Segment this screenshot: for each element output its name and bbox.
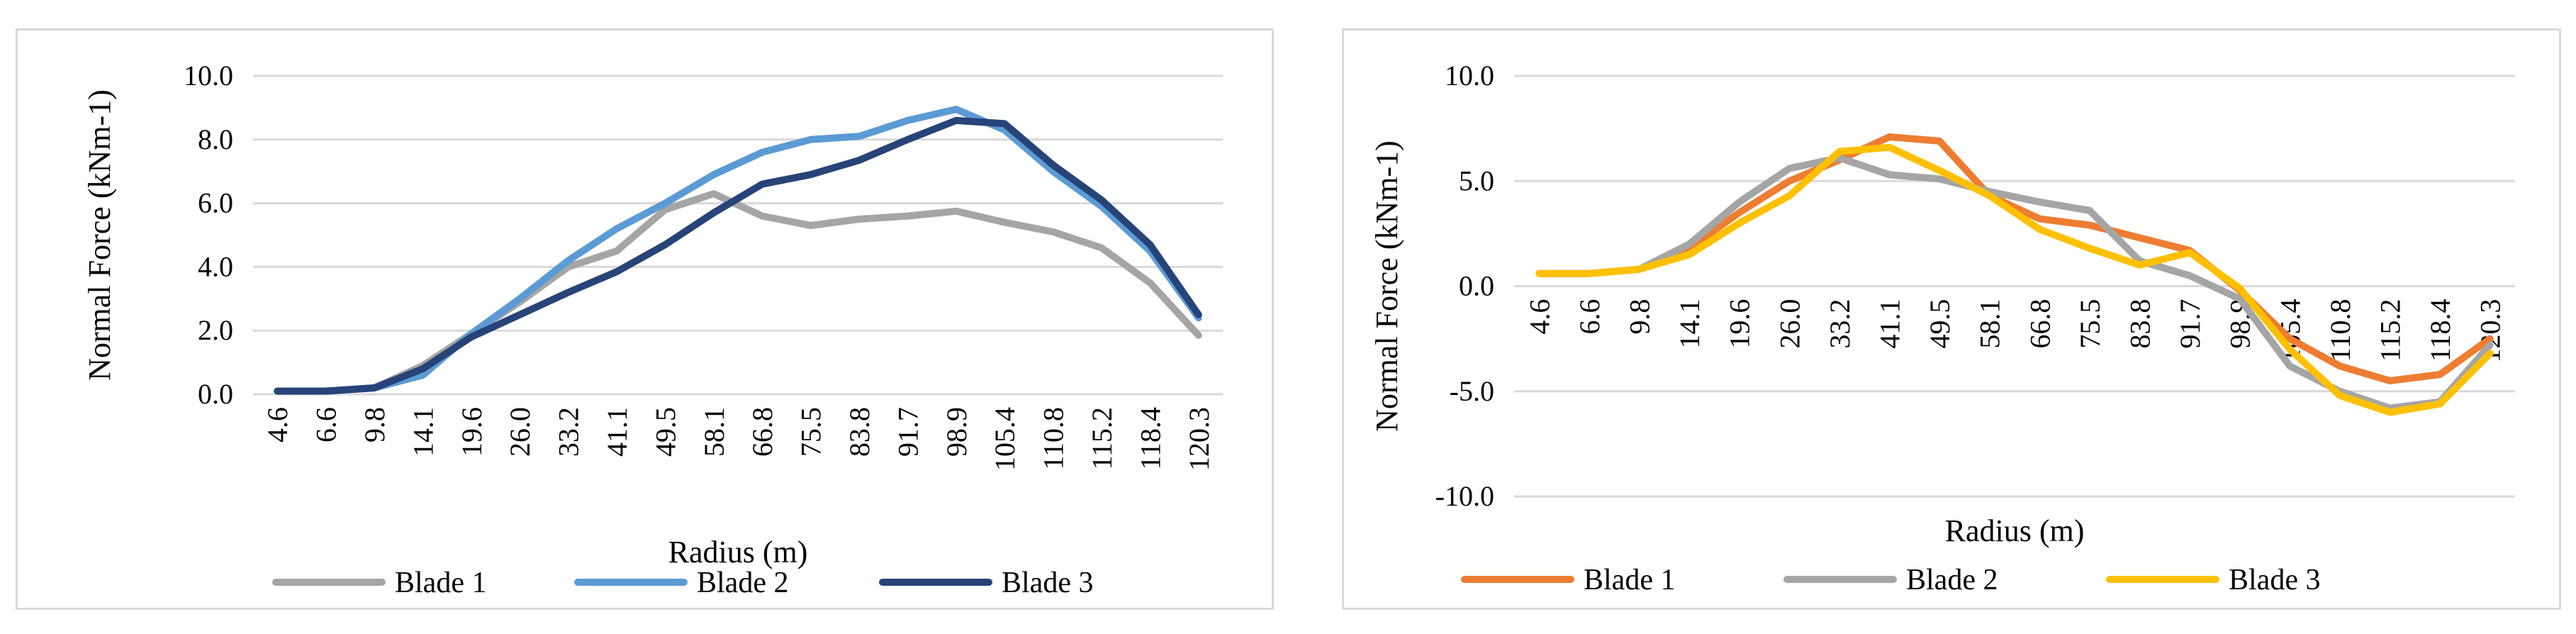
series-lines — [274, 106, 1202, 395]
x-tick-label: 14.1 — [407, 407, 439, 457]
series-lines — [1535, 133, 2494, 416]
y-tick-labels: -10.0 -5.0 0.0 5.0 10.0 — [1435, 60, 1494, 512]
series-line-1 — [1535, 133, 2494, 384]
x-tick-label: 6.6 — [310, 407, 342, 443]
legend-label: Blade 1 — [395, 567, 486, 599]
legend: Blade 1 Blade 2 Blade 3 — [1461, 564, 2320, 596]
x-tick-label: 49.5 — [649, 407, 681, 457]
x-tick-label: 33.2 — [553, 407, 585, 457]
x-tick-label: 9.8 — [359, 407, 391, 443]
y-tick-label: 0.0 — [198, 378, 233, 410]
x-tick-label: 110.8 — [1038, 407, 1070, 470]
x-tick-label: 33.2 — [1824, 299, 1856, 349]
legend-label: Blade 1 — [1584, 564, 1675, 596]
x-tick-label: 26.0 — [1774, 299, 1805, 349]
y-tick-label: 5.0 — [1459, 165, 1494, 196]
x-tick-label: 58.1 — [698, 407, 730, 457]
series-line-3 — [274, 116, 1202, 395]
x-tick-label: 66.8 — [746, 407, 778, 457]
x-tick-label: 83.8 — [844, 407, 875, 457]
y-tick-labels: 0.0 2.0 4.0 6.0 8.0 10.0 — [184, 60, 233, 410]
x-tick-label: 98.9 — [941, 407, 973, 457]
x-tick-label: 41.1 — [1874, 299, 1906, 349]
x-tick-label: 75.5 — [2074, 299, 2106, 349]
y-axis-title: Normal Force (kNm-1) — [82, 89, 117, 381]
x-tick-label: 9.8 — [1624, 299, 1656, 335]
x-tick-label: 4.6 — [1523, 299, 1555, 335]
chart-right-svg: -10.0 -5.0 0.0 5.0 10.0 4.6 6.6 9.8 14.1 19.6 26.… — [1370, 60, 2515, 596]
series-line-3 — [1535, 143, 2494, 416]
x-tick-label: 91.7 — [2174, 299, 2206, 349]
x-tick-labels: 4.6 6.6 9.8 14.1 19.6 26.0 33.2 41.1 49.5 58.1 66.… — [1523, 299, 2506, 362]
y-tick-label: -10.0 — [1435, 480, 1494, 512]
x-axis-title: Radius (m) — [668, 535, 808, 569]
x-tick-label: 19.6 — [1724, 299, 1756, 349]
x-tick-label: 110.8 — [2324, 299, 2356, 362]
y-tick-label: 6.0 — [198, 187, 233, 219]
y-axis-title: Normal Force (kNm-1) — [1370, 140, 1404, 432]
chart-panel-left: 0.0 2.0 4.0 6.0 8.0 10.0 4.6 6.6 9.8 14.1 19.6 26.… — [16, 28, 1274, 610]
gridlines — [253, 74, 1223, 396]
x-tick-label: 105.4 — [989, 407, 1021, 471]
legend-label: Blade 2 — [697, 567, 788, 599]
x-tick-label: 66.8 — [2024, 299, 2056, 349]
x-tick-label: 75.5 — [795, 407, 827, 457]
x-tick-label: 118.4 — [2424, 299, 2456, 362]
x-tick-label: 14.1 — [1674, 299, 1706, 348]
y-tick-label: 8.0 — [198, 123, 233, 155]
legend-label: Blade 2 — [1906, 564, 1998, 596]
x-tick-label: 115.2 — [2375, 299, 2407, 362]
legend-label: Blade 3 — [1002, 567, 1093, 599]
x-tick-labels: 4.6 6.6 9.8 14.1 19.6 26.0 33.2 41.1 49.5 58.1 66.… — [262, 407, 1215, 471]
chart-left-svg: 0.0 2.0 4.0 6.0 8.0 10.0 4.6 6.6 9.8 14.1 19.6 26.… — [82, 60, 1223, 599]
x-tick-label: 91.7 — [892, 407, 924, 457]
y-tick-label: 4.0 — [198, 250, 233, 282]
y-tick-label: 10.0 — [1445, 60, 1494, 91]
x-tick-label: 41.1 — [601, 407, 633, 457]
x-tick-label: 19.6 — [456, 407, 488, 457]
x-tick-label: 4.6 — [262, 407, 293, 443]
x-tick-label: 120.3 — [1183, 407, 1215, 471]
x-tick-label: 58.1 — [1974, 299, 2006, 349]
x-tick-label: 83.8 — [2124, 299, 2156, 349]
x-tick-label: 118.4 — [1134, 407, 1166, 470]
x-tick-label: 115.2 — [1086, 407, 1118, 470]
y-tick-label: -5.0 — [1450, 375, 1494, 407]
legend: Blade 1 Blade 2 Blade 3 — [272, 567, 1093, 599]
series-line-2 — [274, 106, 1202, 395]
x-tick-label: 6.6 — [1574, 299, 1606, 335]
x-tick-label: 26.0 — [504, 407, 536, 457]
x-tick-label: 49.5 — [1924, 299, 1956, 349]
chart-panel-right: -10.0 -5.0 0.0 5.0 10.0 4.6 6.6 9.8 14.1 19.6 26.… — [1342, 28, 2561, 610]
gridlines — [1514, 74, 2515, 498]
series-line-1 — [274, 190, 1202, 395]
x-axis-title: Radius (m) — [1945, 513, 2085, 548]
y-tick-label: 0.0 — [1459, 270, 1494, 302]
y-tick-label: 2.0 — [198, 314, 233, 346]
y-tick-label: 10.0 — [184, 60, 233, 91]
legend-label: Blade 3 — [2229, 564, 2320, 596]
